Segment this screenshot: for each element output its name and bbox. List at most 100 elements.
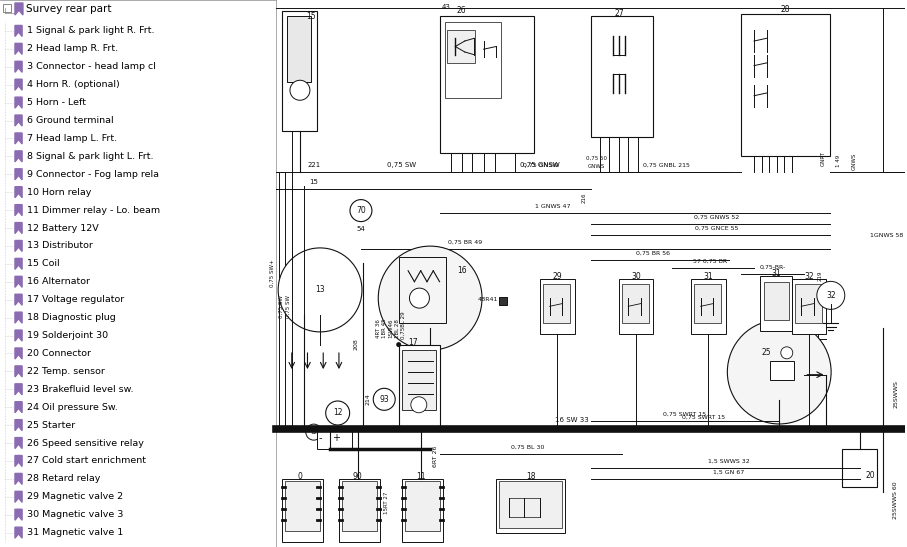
Text: 16: 16 (457, 266, 466, 275)
Text: 70: 70 (356, 206, 366, 215)
Text: 26 Speed sensitive relay: 26 Speed sensitive relay (27, 439, 144, 447)
Text: 0,75 SW: 0,75 SW (286, 295, 291, 318)
Text: 27: 27 (614, 9, 624, 18)
Circle shape (538, 427, 542, 432)
Text: 221: 221 (307, 162, 320, 168)
Text: 6 Ground terminal: 6 Ground terminal (27, 116, 113, 125)
Text: 18: 18 (526, 473, 535, 481)
Polygon shape (15, 366, 22, 377)
Circle shape (289, 427, 294, 432)
Text: 4 Horn R. (optional): 4 Horn R. (optional) (27, 80, 120, 89)
Text: 17: 17 (408, 338, 418, 347)
Text: 0,75 SW: 0,75 SW (387, 162, 416, 168)
Text: 24 Oil pressure Sw.: 24 Oil pressure Sw. (27, 403, 118, 412)
Polygon shape (15, 258, 22, 269)
Text: 0,75BL 29: 0,75BL 29 (401, 312, 406, 339)
Text: 26: 26 (457, 7, 466, 15)
Polygon shape (15, 491, 22, 502)
Text: +: + (332, 433, 340, 443)
Polygon shape (15, 205, 22, 216)
Bar (695, 284, 721, 323)
Circle shape (688, 427, 694, 432)
Bar (317, 427, 352, 449)
Polygon shape (15, 61, 22, 72)
Circle shape (290, 80, 310, 100)
Polygon shape (15, 169, 22, 180)
Polygon shape (15, 312, 22, 323)
Polygon shape (15, 294, 22, 305)
Text: GNWS: GNWS (853, 153, 857, 170)
Bar (399, 257, 446, 323)
Bar (402, 350, 436, 410)
Bar (440, 16, 534, 153)
Text: 11: 11 (416, 473, 425, 481)
Bar (402, 479, 443, 542)
Text: 23 Brakefluid level sw.: 23 Brakefluid level sw. (27, 385, 133, 394)
Polygon shape (15, 401, 22, 413)
Circle shape (817, 281, 844, 310)
Bar (496, 479, 565, 533)
Text: 8 Signal & park light L. Frt.: 8 Signal & park light L. Frt. (27, 152, 153, 161)
Text: 0,75 BR 56: 0,75 BR 56 (637, 251, 670, 256)
Bar (691, 279, 726, 334)
Circle shape (374, 388, 395, 410)
Text: 2 Head lamp R. Frt.: 2 Head lamp R. Frt. (27, 44, 118, 54)
Text: 7 Head lamp L. Frt.: 7 Head lamp L. Frt. (27, 134, 117, 143)
Text: 219: 219 (817, 271, 823, 282)
Bar (742, 14, 830, 156)
Polygon shape (15, 456, 22, 467)
Text: 1GNWS 58: 1GNWS 58 (870, 232, 902, 238)
Bar (339, 479, 380, 542)
Bar (3, 4, 11, 12)
Circle shape (427, 427, 433, 432)
Text: 25: 25 (762, 348, 772, 357)
Circle shape (396, 427, 401, 432)
Text: 30 Magnetic valve 3: 30 Magnetic valve 3 (27, 510, 123, 519)
Text: 0,75 SW: 0,75 SW (278, 295, 284, 318)
Text: 22 Temp. sensor: 22 Temp. sensor (27, 367, 105, 376)
Bar (770, 361, 794, 380)
Polygon shape (15, 348, 22, 359)
Text: 20 Connector: 20 Connector (27, 349, 91, 358)
Text: 0,75 BR 49: 0,75 BR 49 (448, 240, 482, 245)
Bar (282, 11, 317, 131)
Text: 90: 90 (353, 473, 363, 481)
Text: 12 Battery 12V: 12 Battery 12V (27, 224, 99, 232)
Text: 13: 13 (316, 286, 325, 294)
Polygon shape (15, 473, 22, 485)
Text: 43: 43 (442, 4, 450, 9)
Polygon shape (15, 276, 22, 287)
Text: 25 Starter: 25 Starter (27, 421, 75, 429)
Bar (288, 16, 311, 82)
Text: -: - (318, 433, 322, 443)
Text: 1 GNWS 47: 1 GNWS 47 (535, 204, 571, 210)
Circle shape (378, 246, 482, 350)
Polygon shape (15, 43, 22, 54)
Polygon shape (15, 527, 22, 538)
Text: 54: 54 (356, 226, 366, 231)
Polygon shape (15, 509, 22, 520)
Text: 32: 32 (804, 272, 814, 281)
Text: 13 Distributor: 13 Distributor (27, 241, 93, 251)
Text: 1BR 45: 1BR 45 (383, 318, 387, 338)
Text: GNRT: GNRT (821, 151, 825, 166)
Text: 0: 0 (297, 473, 302, 481)
Text: 28 Retard relay: 28 Retard relay (27, 474, 101, 484)
Polygon shape (15, 420, 22, 430)
Polygon shape (15, 79, 22, 90)
Text: 0,75 SW+: 0,75 SW+ (269, 260, 275, 287)
Text: 15 Coil: 15 Coil (27, 259, 60, 269)
Text: 27 Cold start enrichment: 27 Cold start enrichment (27, 457, 146, 465)
Text: 29: 29 (552, 272, 562, 281)
Text: 4BR41: 4BR41 (477, 297, 498, 302)
Text: 12: 12 (333, 409, 343, 417)
Text: 1BL 28: 1BL 28 (395, 319, 400, 337)
Text: 0,75 GNBL 215: 0,75 GNBL 215 (642, 162, 689, 168)
Text: 28: 28 (781, 5, 790, 14)
Bar (342, 481, 376, 531)
Circle shape (617, 427, 621, 432)
Text: 214: 214 (366, 393, 371, 405)
Text: 57 0,75 BR: 57 0,75 BR (693, 259, 727, 264)
Bar (590, 16, 653, 137)
Text: 0,75 GNSW: 0,75 GNSW (522, 162, 558, 168)
